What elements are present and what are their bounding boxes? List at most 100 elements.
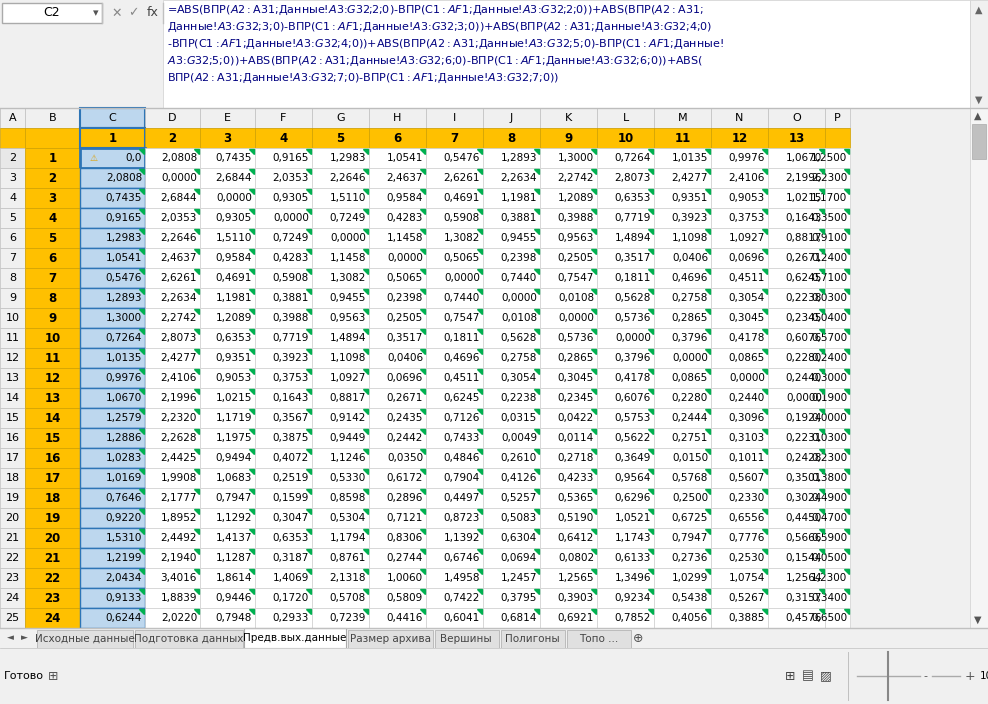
Bar (369, 188, 426, 208)
Bar (369, 488, 426, 508)
Bar (825, 228, 850, 248)
Text: 2,0808: 2,0808 (161, 153, 197, 163)
Bar (200, 488, 255, 508)
Bar (483, 388, 540, 408)
Bar (312, 248, 369, 268)
Text: 6: 6 (9, 233, 16, 243)
Text: Вершины: Вершины (441, 634, 492, 644)
Text: 6: 6 (393, 132, 402, 144)
Text: 1,0299: 1,0299 (672, 573, 708, 583)
Polygon shape (844, 529, 849, 534)
Bar (312, 588, 369, 608)
Bar (145, 408, 200, 428)
Polygon shape (705, 409, 710, 414)
Text: 0,5065: 0,5065 (386, 273, 423, 283)
Polygon shape (139, 169, 144, 174)
Text: 0,3045: 0,3045 (729, 313, 765, 323)
Text: 0,4691: 0,4691 (215, 273, 252, 283)
Polygon shape (363, 469, 368, 474)
Polygon shape (819, 229, 824, 234)
Text: 0,5083: 0,5083 (501, 513, 537, 523)
Polygon shape (249, 429, 254, 434)
Text: 0,1544: 0,1544 (785, 553, 822, 563)
Text: 0,6244: 0,6244 (106, 613, 142, 623)
Bar (483, 228, 540, 248)
Bar (25, 548, 80, 568)
Bar (540, 428, 597, 448)
Polygon shape (844, 209, 849, 214)
Text: 13: 13 (788, 132, 804, 144)
Text: 1,2300: 1,2300 (811, 573, 847, 583)
Polygon shape (306, 549, 311, 554)
Polygon shape (420, 189, 425, 194)
Text: ⊞: ⊞ (47, 670, 58, 682)
Polygon shape (762, 189, 767, 194)
Bar (540, 148, 597, 168)
Bar (426, 348, 483, 368)
Polygon shape (139, 389, 144, 394)
Text: 23: 23 (6, 573, 20, 583)
Bar (768, 208, 825, 228)
Polygon shape (534, 329, 539, 334)
Polygon shape (420, 329, 425, 334)
Text: ⊞: ⊞ (784, 670, 795, 682)
Polygon shape (705, 249, 710, 254)
Text: 19: 19 (44, 512, 60, 524)
Bar (654, 228, 711, 248)
Polygon shape (705, 569, 710, 574)
Bar (255, 528, 312, 548)
Text: 0,1811: 0,1811 (444, 333, 480, 343)
Text: =ABS(ВПР($A2:$A31;Данные!$A$3:$G$32;2;0)-ВПР(C$1:AF$1;Данные!$A$3:$G$32;2;0))+AB: =ABS(ВПР($A2:$A31;Данные!$A$3:$G$32;2;0)… (167, 4, 703, 16)
Bar (0, 188, 25, 208)
Bar (970, 108, 988, 628)
Polygon shape (705, 269, 710, 274)
Polygon shape (363, 209, 368, 214)
Text: 0,0500: 0,0500 (811, 553, 847, 563)
Polygon shape (194, 289, 199, 294)
Bar (711, 488, 768, 508)
Bar (540, 368, 597, 388)
Polygon shape (844, 189, 849, 194)
Polygon shape (648, 489, 653, 494)
Bar (483, 468, 540, 488)
Bar (80, 388, 145, 408)
Bar (25, 148, 80, 168)
Text: 0,0000: 0,0000 (616, 333, 651, 343)
Polygon shape (249, 149, 254, 154)
Bar (255, 388, 312, 408)
Bar (654, 328, 711, 348)
Bar (25, 528, 80, 548)
Text: 6: 6 (48, 251, 56, 265)
Text: 0,3795: 0,3795 (501, 593, 537, 603)
Text: 0,9305: 0,9305 (273, 193, 309, 203)
Polygon shape (306, 269, 311, 274)
Polygon shape (477, 389, 482, 394)
Text: 0,7435: 0,7435 (106, 193, 142, 203)
Text: 0,5753: 0,5753 (615, 413, 651, 423)
Bar (369, 148, 426, 168)
Polygon shape (139, 529, 144, 534)
Polygon shape (534, 569, 539, 574)
Text: 0,4126: 0,4126 (501, 473, 537, 483)
Text: 0,3045: 0,3045 (558, 373, 594, 383)
Bar (483, 448, 540, 468)
Polygon shape (591, 529, 596, 534)
Bar (825, 528, 850, 548)
Bar (825, 548, 850, 568)
Bar (654, 348, 711, 368)
Text: 0,3903: 0,3903 (558, 593, 594, 603)
Bar (312, 268, 369, 288)
Text: 0,3567: 0,3567 (273, 413, 309, 423)
Bar (768, 548, 825, 568)
Polygon shape (844, 309, 849, 314)
Bar (312, 128, 369, 148)
Text: 0,3103: 0,3103 (729, 433, 765, 443)
Text: 1,2565: 1,2565 (557, 573, 594, 583)
Polygon shape (591, 229, 596, 234)
Text: 0,5257: 0,5257 (501, 493, 537, 503)
Bar (597, 288, 654, 308)
Polygon shape (194, 589, 199, 594)
Bar (435, 630, 499, 648)
Bar (483, 588, 540, 608)
Text: 0,5900: 0,5900 (811, 533, 847, 543)
